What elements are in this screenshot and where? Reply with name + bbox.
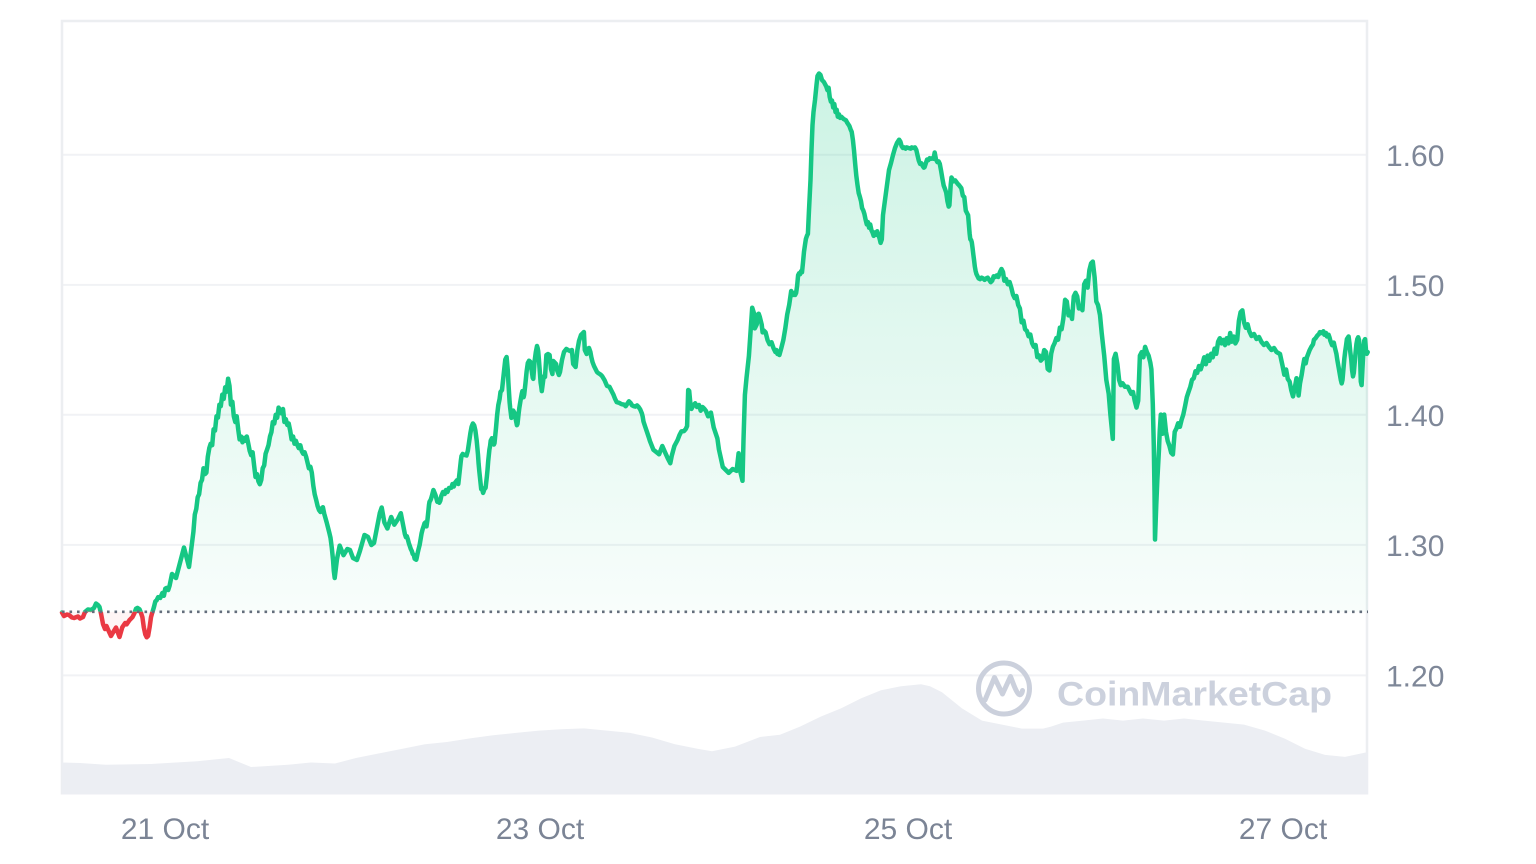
svg-text:1.20: 1.20 [1386,661,1444,694]
svg-text:27 Oct: 27 Oct [1239,813,1328,846]
svg-text:1.40: 1.40 [1386,400,1444,433]
svg-text:1.50: 1.50 [1386,270,1444,303]
svg-text:1.30: 1.30 [1386,530,1444,563]
svg-text:25 Oct: 25 Oct [864,813,953,846]
svg-text:CoinMarketCap: CoinMarketCap [1057,676,1332,714]
svg-text:1.60: 1.60 [1386,140,1444,173]
svg-text:23 Oct: 23 Oct [496,813,585,846]
svg-text:21 Oct: 21 Oct [121,813,210,846]
